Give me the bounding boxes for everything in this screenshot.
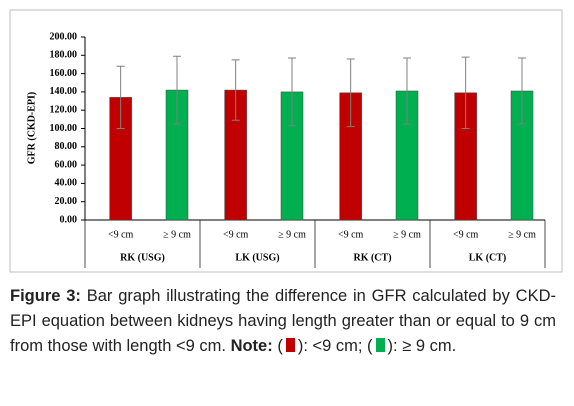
note-text: ): ≥ 9 cm. — [387, 337, 457, 355]
x-tick-label: ≥ 9 cm — [163, 229, 191, 240]
legend-swatch — [375, 338, 385, 352]
error-bar — [403, 57, 411, 125]
chart-frame — [9, 9, 563, 273]
y-tick-label: 0.00 — [60, 214, 78, 225]
error-bar — [346, 58, 355, 128]
y-tick-label: 20.00 — [55, 196, 78, 207]
note-text: ): <9 cm; ( — [297, 337, 373, 355]
error-bar — [231, 59, 240, 121]
legend-swatch — [285, 338, 295, 352]
y-tick-label: 160.00 — [50, 68, 78, 79]
caption: Figure 3: Bar graph illustrating the dif… — [10, 284, 556, 359]
y-tick-label: 120.00 — [50, 104, 78, 115]
y-tick-label: 180.00 — [50, 50, 78, 61]
x-tick-label: <9 cm — [453, 229, 479, 240]
y-tick-label: 100.00 — [50, 123, 78, 134]
x-tick-label: <9 cm — [338, 229, 364, 240]
x-tick-label: ≥ 9 cm — [508, 229, 536, 240]
x-tick-label: <9 cm — [223, 229, 249, 240]
group-label: LK (USG) — [235, 252, 279, 263]
group-label: RK (USG) — [120, 252, 165, 263]
caption-text: Bar graph illustrating the difference in… — [10, 287, 556, 355]
error-bar — [288, 57, 296, 127]
y-tick-label: 80.00 — [55, 141, 78, 152]
error-bar — [116, 65, 125, 129]
x-tick-label: <9 cm — [108, 229, 134, 240]
note-label: Note: — [230, 337, 273, 355]
note-text: ( — [272, 337, 283, 355]
x-tick-label: ≥ 9 cm — [393, 229, 421, 240]
group-label: RK (CT) — [353, 252, 391, 263]
y-axis-label: GFR (CKD-EPI) — [26, 92, 37, 165]
y-tick-label: 60.00 — [55, 159, 78, 170]
error-bar — [461, 56, 470, 129]
chart: GFR (CKD-EPI) 0.00 20.00 40.00 60.00 80.00 10… — [9, 9, 563, 273]
y-tick-label: 140.00 — [50, 86, 78, 97]
caption-label: Figure 3: — [10, 287, 81, 305]
y-tick-label: 200.00 — [50, 31, 78, 42]
group-label: LK (CT) — [469, 252, 507, 263]
x-tick-label: ≥ 9 cm — [278, 229, 306, 240]
error-bar — [173, 55, 181, 125]
y-tick-label: 40.00 — [55, 178, 78, 189]
error-bar — [518, 57, 526, 125]
